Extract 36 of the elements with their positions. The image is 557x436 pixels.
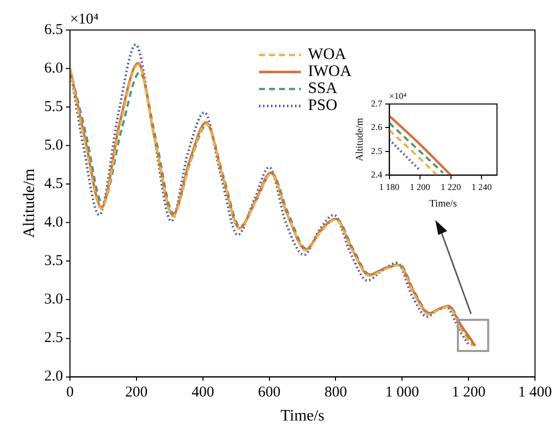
x-tick-label: 0 — [66, 384, 74, 401]
y-tick-label: 5.5 — [44, 99, 63, 116]
y-tick-label: 3.5 — [44, 253, 63, 270]
x-tick-label: 1 220 — [440, 182, 462, 192]
y-tick-label: 2.0 — [44, 368, 63, 385]
x-tick-label: 1 180 — [379, 182, 400, 192]
y-tick-label: 2.6 — [371, 122, 383, 132]
y-tick-label: 2.7 — [371, 98, 383, 108]
legend-label: SSA — [308, 80, 338, 97]
annotation: ×10⁴ — [389, 90, 406, 101]
x-tick-label: 800 — [324, 384, 347, 401]
y-axis-title: Altitude/m — [20, 168, 38, 238]
y-tick-label: 4.0 — [44, 214, 63, 231]
y-tick-label: 4.5 — [44, 176, 63, 192]
x-tick-label: 1 000 — [385, 384, 420, 401]
x-axis-title: Time/s — [280, 408, 324, 425]
x-tick-label: 200 — [125, 384, 148, 401]
legend-label: WOA — [308, 46, 346, 63]
y-tick-label: 6.5 — [44, 22, 63, 38]
legend-label: PSO — [308, 97, 338, 114]
y-axis-title: Altitude/m — [354, 118, 366, 162]
y-tick-label: 3.0 — [44, 292, 63, 308]
x-tick-label: 1 400 — [518, 384, 552, 401]
text: ×10⁴ — [70, 11, 99, 28]
x-axis-title: Time/s — [429, 198, 457, 210]
x-tick-label: 600 — [258, 384, 281, 401]
x-tick-label: 1 200 — [410, 182, 431, 192]
y-tick-label: 2.4 — [371, 170, 383, 180]
y-tick-label: 2.5 — [371, 146, 383, 156]
y-tick-label: 5.0 — [44, 138, 63, 154]
x-tick-label: 1 200 — [452, 384, 486, 401]
y-tick-label: 6.0 — [44, 60, 63, 76]
legend-label: IWOA — [308, 63, 352, 80]
x-tick-label: 1 240 — [471, 182, 492, 192]
x-tick-label: 400 — [192, 384, 214, 401]
y-tick-label: 2.5 — [44, 330, 63, 346]
